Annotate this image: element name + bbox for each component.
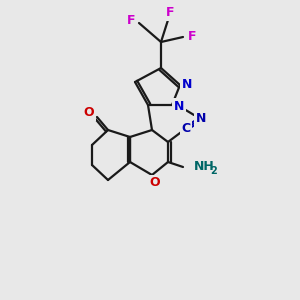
Text: NH: NH [194,160,215,173]
Text: F: F [188,29,196,43]
Text: O: O [150,176,160,190]
Text: O: O [84,106,94,119]
Text: N: N [174,100,184,112]
Text: C: C [182,122,190,134]
Text: F: F [166,7,174,20]
Text: N: N [196,112,206,125]
Text: 2: 2 [210,166,217,176]
Text: F: F [127,14,135,26]
Text: N: N [182,77,192,91]
